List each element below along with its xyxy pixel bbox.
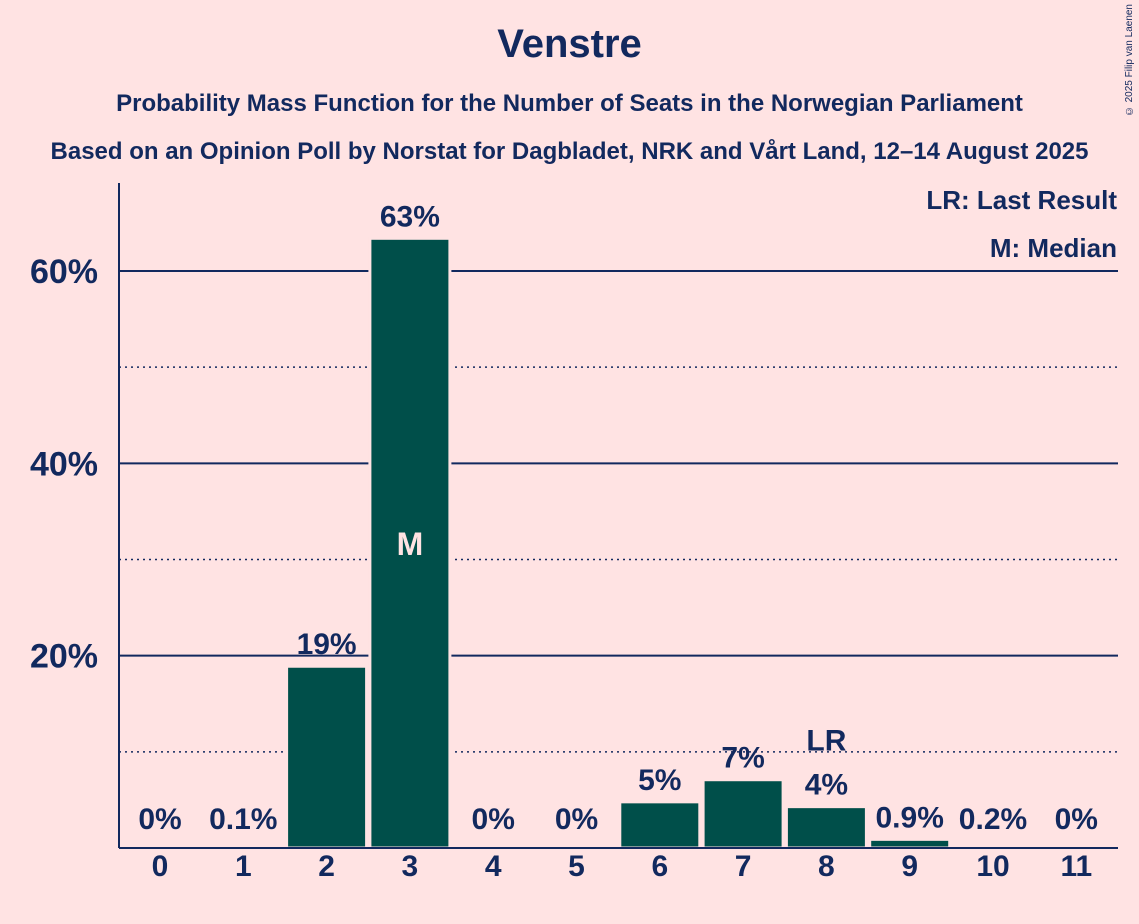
data-label: 0% (555, 803, 598, 836)
data-label: 0.2% (959, 803, 1027, 836)
bar (618, 800, 702, 850)
data-label: 5% (638, 764, 681, 797)
bar (784, 805, 868, 850)
y-tick-label: 20% (30, 638, 98, 676)
x-tick-label: 10 (976, 850, 1009, 883)
bar (701, 778, 785, 850)
x-tick-label: 4 (485, 850, 502, 883)
chart-subtitle-source: Based on an Opinion Poll by Norstat for … (50, 138, 1089, 165)
chart-title: Venstre (497, 22, 642, 66)
x-tick-label: 7 (735, 850, 752, 883)
data-label: 63% (380, 200, 440, 233)
data-label: 4% (805, 769, 848, 802)
last-result-marker: LR (806, 725, 846, 758)
data-label: 19% (297, 628, 357, 661)
x-tick-label: 3 (402, 850, 419, 883)
bar (368, 236, 452, 850)
legend-entry: M: Median (990, 233, 1117, 263)
bar (868, 837, 952, 850)
data-label: 0% (1055, 803, 1098, 836)
x-tick-label: 6 (651, 850, 668, 883)
data-label: 7% (721, 742, 764, 775)
data-label: 0% (138, 803, 181, 836)
data-label: 0.9% (876, 801, 944, 834)
legend-entry: LR: Last Result (926, 185, 1117, 215)
chart-subtitle: Probability Mass Function for the Number… (116, 90, 1023, 117)
x-tick-label: 11 (1060, 850, 1092, 883)
x-tick-label: 2 (318, 850, 335, 883)
data-label: 0% (472, 803, 515, 836)
x-tick-label: 9 (901, 850, 918, 883)
x-tick-label: 5 (568, 850, 585, 883)
y-tick-label: 60% (30, 253, 98, 291)
data-label: 0.1% (209, 803, 277, 836)
bar (285, 664, 369, 850)
median-marker: M (397, 526, 424, 562)
x-tick-label: 1 (235, 850, 252, 883)
x-tick-label: 0 (152, 850, 169, 883)
y-tick-label: 40% (30, 445, 98, 483)
x-tick-label: 8 (818, 850, 835, 883)
